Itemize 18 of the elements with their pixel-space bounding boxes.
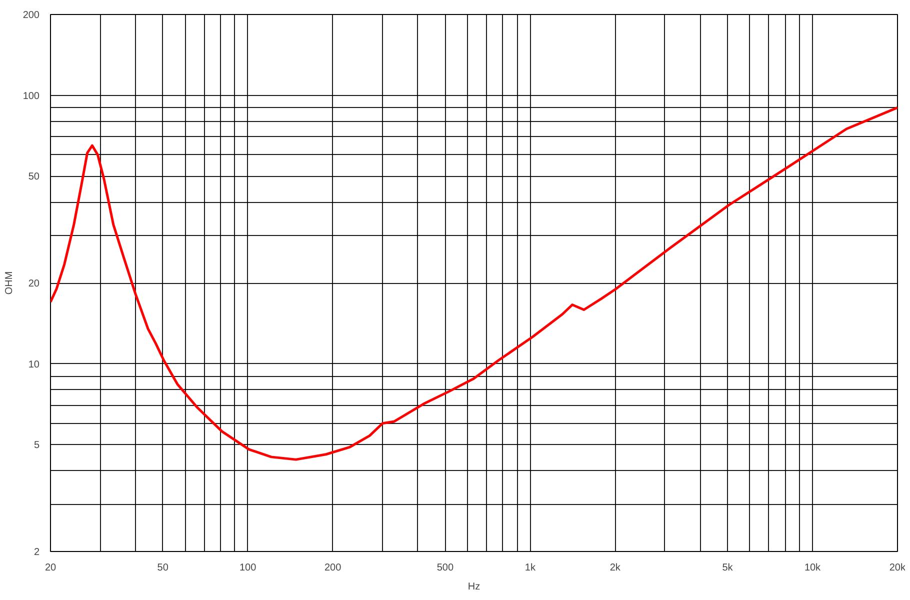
y-tick-label: 2 [34, 547, 40, 558]
x-tick-label: 5k [722, 562, 734, 574]
x-tick-label: 10k [804, 562, 822, 574]
x-tick-label: 1k [524, 562, 536, 574]
y-tick-label: 10 [28, 359, 40, 370]
x-tick-label: 200 [324, 562, 342, 574]
x-tick-label: 500 [436, 562, 454, 574]
y-tick-label: 200 [22, 10, 40, 21]
x-tick-label: 2k [610, 562, 622, 574]
y-axis-title: OHM [4, 271, 15, 295]
x-axis-title: Hz [468, 582, 480, 592]
x-tick-label: 20 [44, 562, 56, 574]
x-tick-label: 50 [157, 562, 169, 574]
y-tick-label: 5 [34, 440, 40, 452]
x-tick-label: 100 [240, 562, 257, 574]
y-tick-label: 100 [22, 90, 40, 102]
y-tick-label: 20 [28, 278, 40, 290]
y-tick-label: 50 [28, 172, 40, 183]
